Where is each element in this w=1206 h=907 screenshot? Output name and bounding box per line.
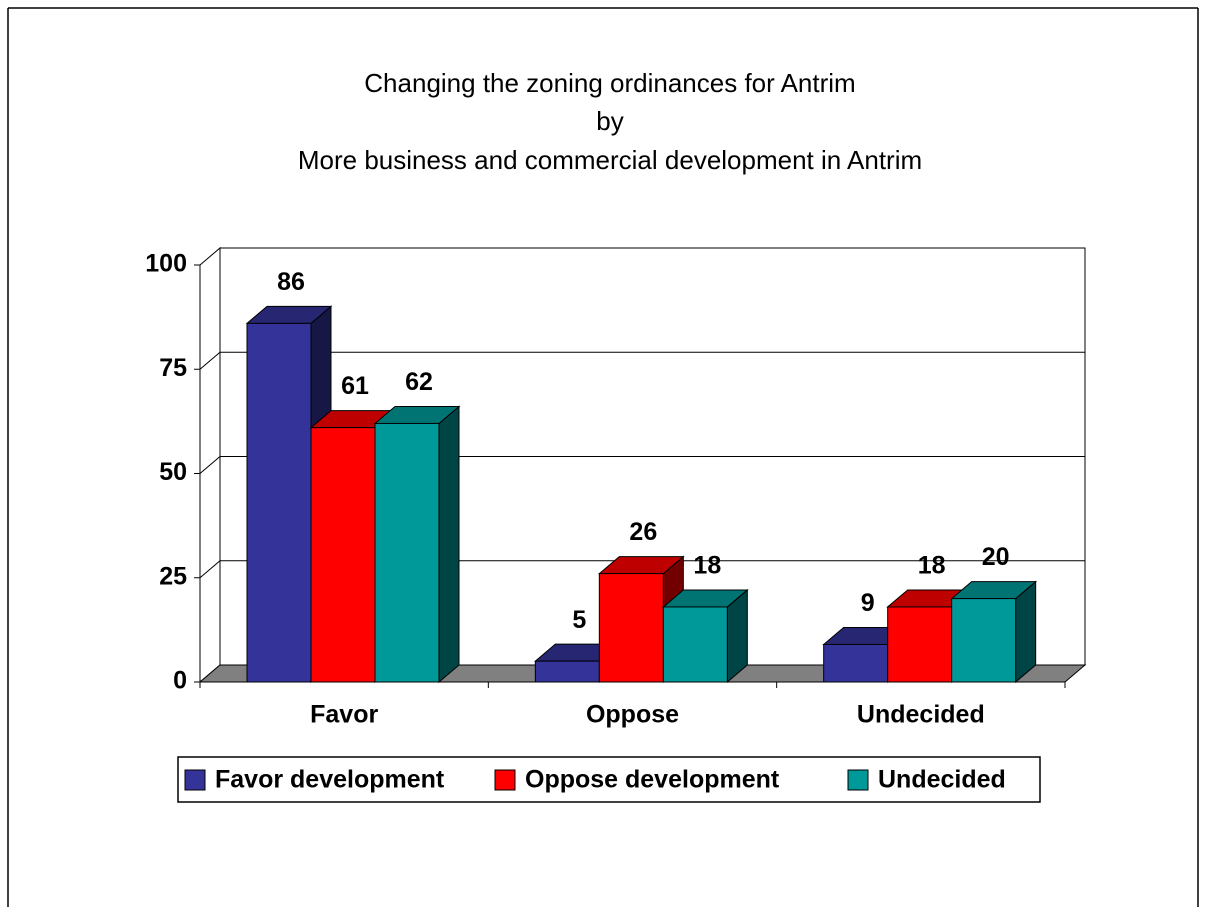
grid-line [199,456,221,474]
legend-swatch [494,769,516,791]
data-label: 26 [629,518,657,546]
legend-box [177,756,1041,803]
data-label: 61 [341,372,369,400]
data-label: 86 [277,268,305,296]
legend-label: Oppose development [525,766,780,794]
data-label: 18 [918,552,946,580]
bar [662,606,728,683]
bar [823,643,889,683]
legend-label: Favor development [215,766,445,794]
legend-swatch [184,769,206,791]
bar [598,573,664,683]
y-tick-label: 100 [145,250,187,278]
bar [310,427,376,683]
data-label: 9 [861,589,875,617]
chart-title: More business and commercial development… [298,145,922,175]
y-tick-label: 75 [159,354,187,382]
data-label: 62 [405,368,433,396]
y-tick-label: 0 [173,667,187,695]
chart-title: Changing the zoning ordinances for Antri… [364,68,855,98]
bar [534,660,600,683]
grid-line [199,351,221,370]
legend-label: Undecided [878,766,1006,794]
bar [246,322,312,683]
y-tick-label: 50 [159,458,187,486]
bar [951,598,1017,683]
x-tick-label: Undecided [857,701,985,729]
x-tick-label: Oppose [586,701,679,729]
data-label: 18 [693,552,721,580]
x-tick-label: Favor [310,701,378,729]
bar [887,606,953,683]
data-label: 20 [982,543,1010,571]
legend-swatch [847,769,869,791]
grid-line [199,560,221,579]
bar [374,422,440,683]
chart-title: by [596,106,623,136]
data-label: 5 [572,606,586,634]
y-tick-label: 25 [159,562,187,590]
bar-side [438,405,460,684]
